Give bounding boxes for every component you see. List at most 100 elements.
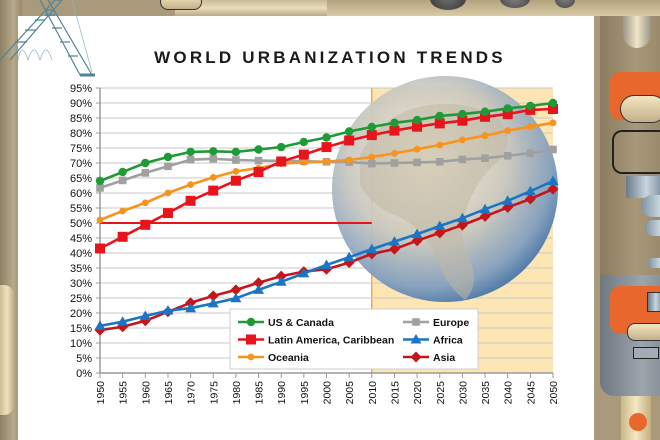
x-tick-label: 1950 [95, 381, 107, 405]
x-tick-label: 2045 [525, 381, 537, 405]
data-point-us-canada [412, 115, 422, 125]
frame-left-pillar [0, 285, 14, 415]
right-bracket-icon [612, 130, 660, 174]
data-point-europe [186, 155, 195, 164]
data-point-latin-america-caribbean [140, 219, 151, 230]
data-point-europe [458, 155, 467, 164]
legend-swatch-marker [410, 334, 422, 344]
data-point-latin-america-caribbean [208, 185, 219, 196]
data-point-africa [343, 251, 355, 262]
data-point-latin-america-caribbean [321, 142, 332, 153]
right-tube-icon [620, 95, 660, 123]
data-point-latin-america-caribbean [162, 208, 173, 219]
data-point-asia [524, 193, 536, 205]
y-tick-label: 90% [70, 98, 92, 110]
top-knob-icon [430, 0, 466, 10]
series-oceania [96, 119, 557, 224]
data-point-us-canada [367, 122, 376, 132]
data-point-africa [502, 195, 514, 205]
data-point-us-canada [231, 147, 241, 157]
y-tick-label: 35% [70, 263, 92, 275]
right-tube-icon-lower [627, 323, 660, 341]
data-point-africa [366, 243, 378, 254]
data-point-latin-america-caribbean [298, 149, 309, 160]
data-point-oceania [96, 216, 104, 224]
x-tick-label: 2050 [548, 381, 560, 405]
data-point-us-canada [186, 147, 195, 157]
data-point-oceania [209, 174, 217, 181]
x-tick-label: 1980 [231, 381, 243, 405]
data-point-oceania [232, 168, 240, 175]
chart-title: WORLD URBANIZATION TRENDS [154, 48, 506, 67]
x-tick-label: 2005 [344, 381, 356, 405]
data-point-africa [479, 203, 491, 214]
data-point-asia [388, 243, 400, 255]
y-tick-label: 30% [70, 278, 92, 290]
legend-swatch-marker [246, 334, 256, 345]
y-tick-label: 75% [70, 143, 92, 155]
y-tick-label: 65% [70, 173, 92, 185]
data-point-oceania [323, 158, 330, 165]
top-knob-icon [500, 0, 530, 8]
y-tick-label: 15% [70, 323, 92, 335]
right-connector-icon [633, 347, 659, 359]
top-knob-icon [555, 0, 575, 8]
data-point-europe [254, 156, 263, 165]
legend-label: Africa [433, 335, 463, 347]
data-point-oceania [459, 136, 466, 144]
data-point-latin-america-caribbean [95, 243, 105, 254]
data-point-africa [253, 284, 265, 294]
legend-swatch-marker [246, 317, 256, 327]
y-tick-label: 80% [70, 128, 92, 140]
x-tick-label: 1990 [276, 381, 288, 405]
y-tick-label: 5% [76, 353, 92, 365]
data-point-oceania [345, 156, 353, 164]
right-steel-block [626, 176, 660, 198]
data-point-oceania [368, 153, 376, 161]
x-tick-label: 1965 [163, 381, 175, 405]
right-bolt-icon [641, 195, 660, 217]
data-point-us-canada [163, 152, 173, 162]
data-point-us-canada [209, 147, 218, 156]
data-point-us-canada [480, 107, 490, 116]
data-point-us-canada [254, 145, 263, 154]
data-point-asia [434, 227, 446, 239]
x-tick-label: 2020 [412, 381, 424, 405]
data-point-us-canada [503, 104, 512, 113]
data-point-europe [526, 149, 535, 157]
x-tick-label: 2010 [367, 381, 379, 405]
data-point-latin-america-caribbean [344, 135, 355, 146]
data-point-africa [207, 297, 219, 308]
legend-item-oceania: Oceania [238, 352, 309, 364]
data-point-oceania [300, 159, 308, 166]
data-point-europe [141, 169, 150, 177]
y-tick-label: 25% [70, 293, 92, 305]
data-point-us-canada [277, 142, 286, 152]
data-point-us-canada [118, 167, 127, 177]
legend-label: US & Canada [268, 317, 334, 329]
data-point-asia [479, 210, 491, 222]
data-point-europe [232, 156, 240, 164]
data-point-us-canada [435, 111, 444, 121]
x-tick-label: 2030 [457, 381, 469, 405]
data-point-europe [390, 159, 399, 167]
data-point-us-canada [458, 109, 467, 119]
data-point-latin-america-caribbean [434, 118, 445, 129]
right-bolt-icon [645, 220, 660, 236]
right-bolt-icon [648, 258, 660, 268]
legend-item-europe: Europe [403, 317, 469, 329]
data-point-oceania [481, 132, 489, 140]
legend-item-us-canada: US & Canada [238, 317, 334, 329]
series-us-canada [95, 98, 558, 186]
data-point-africa [139, 310, 151, 320]
y-tick-label: 50% [70, 218, 92, 230]
data-point-us-canada [526, 101, 535, 111]
data-point-latin-america-caribbean [457, 115, 468, 126]
y-tick-label: 70% [70, 158, 92, 170]
data-point-africa [434, 220, 446, 230]
data-point-oceania [504, 127, 512, 134]
x-tick-label: 2015 [389, 381, 401, 405]
data-point-africa [275, 276, 287, 286]
data-point-asia [230, 284, 242, 296]
x-tick-label: 1975 [208, 381, 220, 405]
